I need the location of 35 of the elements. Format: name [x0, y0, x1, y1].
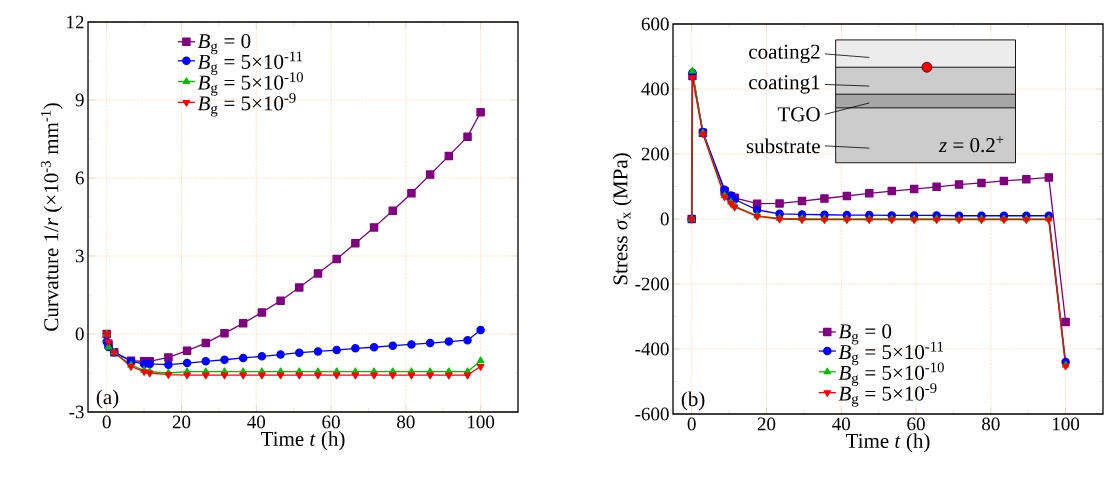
x-tick-label: 20	[172, 415, 191, 429]
y-tick-label: -600	[635, 407, 669, 421]
annotation: TGO	[777, 107, 820, 122]
x-axis-title: Time t (h)	[845, 433, 930, 453]
x-tick-label: 20	[757, 417, 776, 431]
annotation: coating1	[749, 75, 820, 94]
y-tick-label: 12	[67, 15, 84, 29]
x-tick-label: 100	[468, 415, 495, 429]
x-tick-label: 40	[247, 415, 266, 429]
annotation: (a)	[96, 389, 119, 409]
x-tick-label: 100	[1053, 417, 1080, 431]
x-tick-label: 60	[907, 417, 925, 431]
y-axis-title: Curvature 1/r (×10$^{-3}$ mm$^{-1}$)	[40, 103, 63, 331]
annotation: (b)	[681, 391, 705, 411]
y-tick-label: 0	[660, 212, 669, 226]
y-axis-title: Stress σ$_{x}$ (MPa)	[612, 153, 632, 285]
y-tick-label: -200	[635, 277, 669, 291]
y-tick-label: 400	[641, 82, 669, 96]
y-tick-label: 0	[75, 327, 84, 341]
y-tick-label: -400	[635, 342, 669, 356]
y-tick-label: 200	[641, 147, 669, 161]
x-tick-label: 80	[982, 417, 1000, 431]
x-tick-label: 40	[832, 417, 851, 431]
x-tick-label: 80	[397, 415, 415, 429]
x-tick-label: 0	[102, 415, 111, 429]
y-tick-label: 6	[75, 171, 84, 185]
y-tick-label: 3	[75, 249, 84, 263]
annotation: substrate	[746, 138, 820, 154]
x-tick-label: 0	[687, 417, 696, 431]
y-tick-label: -3	[69, 405, 84, 419]
annotation: coating2	[749, 44, 820, 64]
x-tick-label: 60	[322, 415, 340, 429]
y-tick-label: 600	[641, 17, 669, 31]
x-axis-title: Time t (h)	[260, 431, 345, 451]
y-tick-label: 9	[75, 93, 84, 107]
